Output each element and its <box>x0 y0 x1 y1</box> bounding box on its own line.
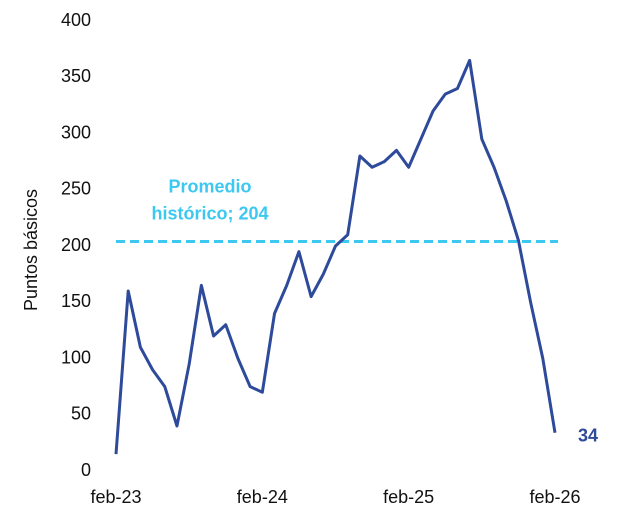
y-tick-label: 50 <box>71 404 91 424</box>
y-tick-label: 300 <box>61 122 91 142</box>
y-tick-label: 200 <box>61 235 91 255</box>
x-tick-label: feb-25 <box>383 487 434 507</box>
line <box>114 58 557 455</box>
y-tick-label: 150 <box>61 291 91 311</box>
x-tick-label: feb-24 <box>237 487 288 507</box>
y-tick-label: 250 <box>61 179 91 199</box>
x-tick-label: feb-26 <box>529 487 580 507</box>
y-tick-label: 100 <box>61 347 91 367</box>
y-axis-label: Puntos básicos <box>21 189 41 311</box>
end-value-label: 34 <box>578 426 598 446</box>
y-tick-label: 350 <box>61 66 91 86</box>
average-label: histórico; 204 <box>151 203 268 223</box>
y-tick-label: 400 <box>61 10 91 30</box>
y-tick-label: 0 <box>81 460 91 480</box>
average-label: Promedio <box>168 176 251 196</box>
x-tick-label: feb-23 <box>90 487 141 507</box>
